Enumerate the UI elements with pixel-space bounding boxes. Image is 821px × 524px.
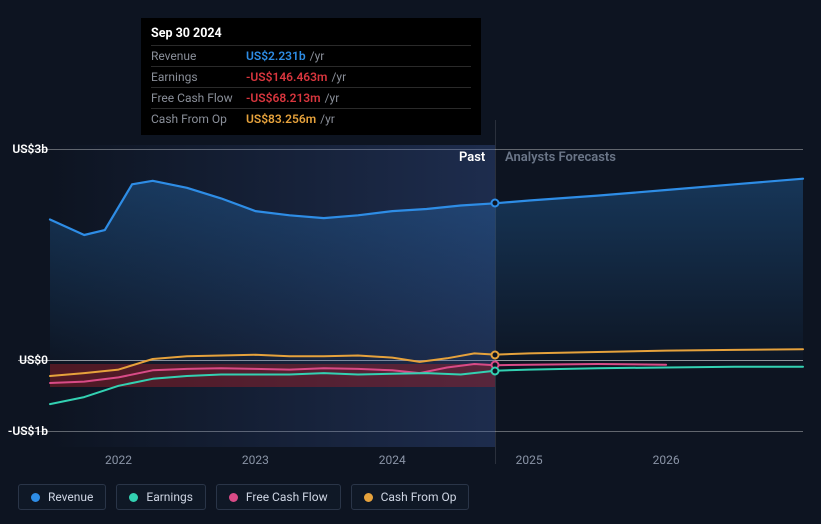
tooltip-row: RevenueUS$2.231b/yr: [151, 45, 471, 66]
y-axis-label: -US$1b: [8, 424, 48, 438]
legend-item-earnings[interactable]: Earnings: [116, 484, 206, 510]
legend-label: Revenue: [48, 490, 93, 504]
tooltip-date: Sep 30 2024: [151, 26, 471, 45]
series-marker-earnings: [490, 366, 499, 375]
legend-item-free_cash_flow[interactable]: Free Cash Flow: [216, 484, 341, 510]
tooltip-row-suffix: /yr: [331, 70, 346, 84]
legend-label: Earnings: [146, 490, 193, 504]
chart-legend: Revenue Earnings Free Cash Flow Cash From O…: [18, 484, 469, 510]
x-axis-label: 2024: [379, 453, 406, 467]
tooltip-row-label: Cash From Op: [151, 112, 246, 126]
tooltip-row-suffix: /yr: [310, 49, 325, 63]
legend-label: Cash From Op: [381, 490, 457, 504]
revenue-area: [50, 179, 803, 361]
y-axis-label: US$0: [19, 353, 48, 367]
tooltip-row: Earnings-US$146.463m/yr: [151, 66, 471, 87]
tooltip-row-value: US$83.256m: [246, 112, 316, 126]
series-line-earnings: [50, 367, 803, 404]
legend-dot-icon: [31, 493, 40, 502]
legend-item-cash_from_op[interactable]: Cash From Op: [351, 484, 470, 510]
legend-dot-icon: [364, 493, 373, 502]
legend-label: Free Cash Flow: [246, 490, 328, 504]
tooltip-row-value: US$2.231b: [246, 49, 306, 63]
financials-chart: US$3bUS$0-US$1b Past Analysts Forecasts …: [0, 0, 821, 524]
tooltip-row-label: Revenue: [151, 49, 246, 63]
tooltip-row-value: -US$146.463m: [246, 70, 327, 84]
chart-tooltip: Sep 30 2024 RevenueUS$2.231b/yrEarnings-…: [141, 18, 481, 135]
tooltip-row: Free Cash Flow-US$68.213m/yr: [151, 87, 471, 108]
tooltip-row: Cash From OpUS$83.256m/yr: [151, 108, 471, 129]
x-axis-label: 2023: [242, 453, 269, 467]
chart-plot-area[interactable]: [50, 135, 803, 445]
tooltip-row-suffix: /yr: [320, 112, 335, 126]
legend-item-revenue[interactable]: Revenue: [18, 484, 106, 510]
legend-dot-icon: [229, 493, 238, 502]
tooltip-row-value: -US$68.213m: [246, 91, 321, 105]
x-axis-label: 2022: [105, 453, 132, 467]
tooltip-row-label: Free Cash Flow: [151, 91, 246, 105]
x-axis-label: 2026: [653, 453, 680, 467]
legend-dot-icon: [129, 493, 138, 502]
series-marker-cash_from_op: [490, 350, 499, 359]
x-axis-label: 2025: [516, 453, 543, 467]
series-marker-revenue: [490, 199, 499, 208]
tooltip-row-suffix: /yr: [325, 91, 340, 105]
tooltip-row-label: Earnings: [151, 70, 246, 84]
y-axis-label: US$3b: [12, 142, 48, 156]
